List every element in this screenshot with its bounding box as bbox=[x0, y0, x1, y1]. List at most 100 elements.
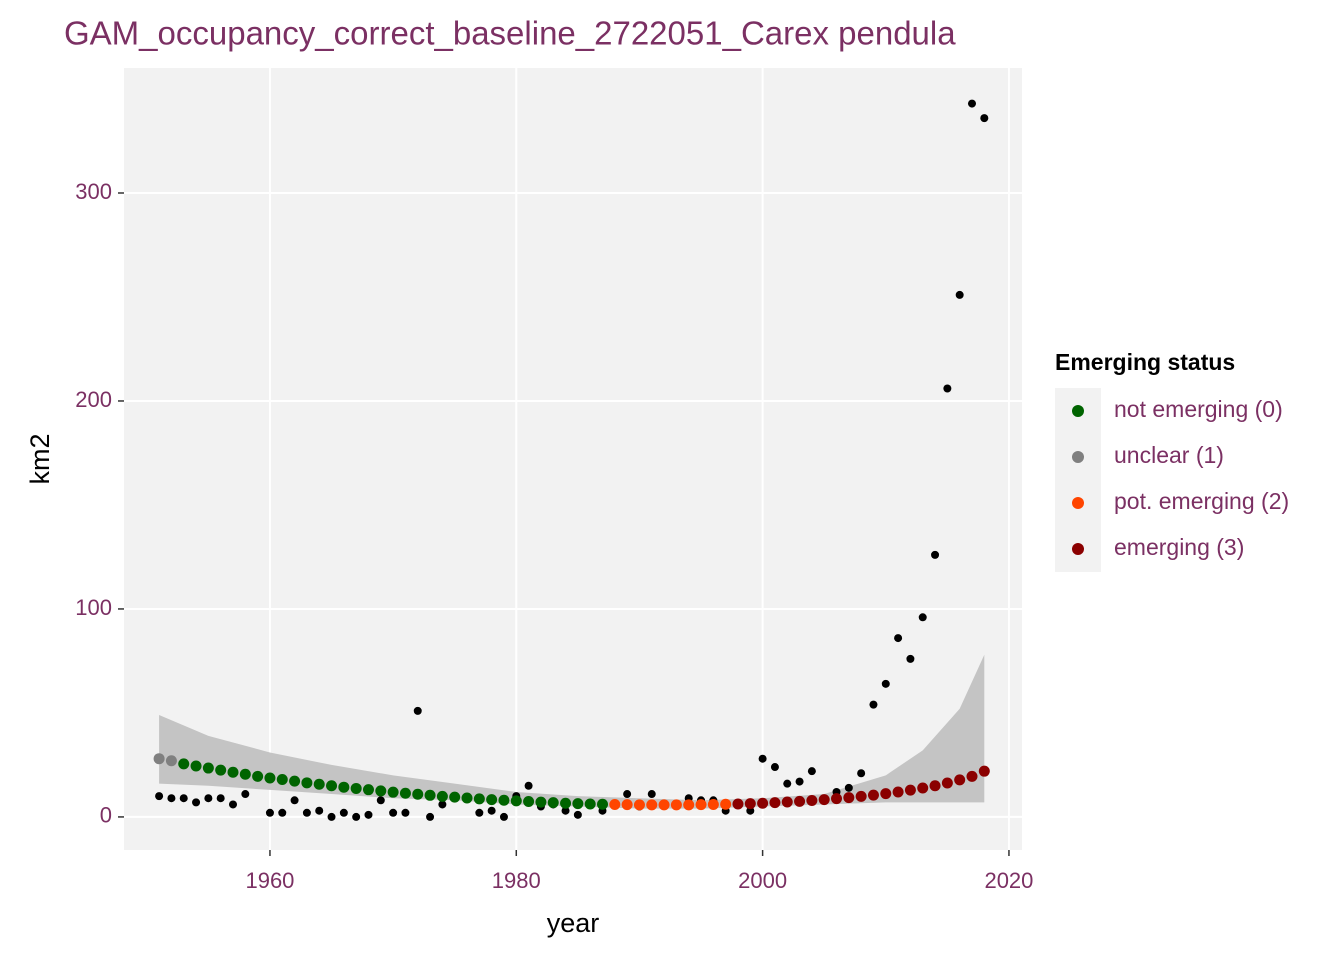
fitted-point bbox=[375, 785, 387, 797]
y-tick-label: 300 bbox=[75, 179, 112, 204]
x-tick-label: 2000 bbox=[738, 868, 787, 893]
fitted-point bbox=[818, 794, 830, 806]
fitted-point bbox=[744, 798, 756, 810]
fitted-point bbox=[165, 755, 177, 767]
fitted-point bbox=[178, 758, 190, 770]
fitted-point bbox=[609, 798, 621, 810]
legend-label: unclear (1) bbox=[1114, 442, 1224, 468]
observed-point bbox=[943, 384, 952, 393]
fitted-point bbox=[202, 762, 214, 774]
observed-point bbox=[192, 798, 201, 807]
observed-point bbox=[573, 810, 582, 819]
observed-point bbox=[770, 763, 779, 772]
fitted-point bbox=[954, 774, 966, 786]
observed-point bbox=[302, 808, 311, 817]
fitted-point bbox=[560, 797, 572, 809]
observed-point bbox=[487, 806, 496, 815]
observed-point bbox=[783, 779, 792, 788]
x-tick-label: 2020 bbox=[984, 868, 1033, 893]
observed-point bbox=[438, 800, 447, 809]
legend-key bbox=[1072, 543, 1084, 555]
fitted-point bbox=[362, 784, 374, 796]
observed-point bbox=[795, 777, 804, 786]
fitted-point bbox=[190, 760, 202, 772]
fitted-point bbox=[707, 798, 719, 810]
fitted-point bbox=[670, 799, 682, 811]
fitted-point bbox=[831, 793, 843, 805]
fitted-point bbox=[473, 793, 485, 805]
observed-point bbox=[167, 794, 176, 803]
fitted-point bbox=[153, 753, 165, 765]
fitted-point bbox=[350, 782, 362, 794]
fitted-point bbox=[794, 795, 806, 807]
fitted-point bbox=[338, 781, 350, 793]
observed-point bbox=[980, 114, 989, 123]
fitted-point bbox=[843, 792, 855, 804]
fitted-point bbox=[695, 799, 707, 811]
observed-point bbox=[955, 290, 964, 299]
observed-point bbox=[278, 808, 287, 817]
fitted-point bbox=[806, 795, 818, 807]
fitted-point bbox=[978, 765, 990, 777]
fitted-point bbox=[855, 790, 867, 802]
observed-point bbox=[857, 769, 866, 778]
fitted-point bbox=[646, 799, 658, 811]
observed-point bbox=[647, 790, 656, 799]
fitted-point bbox=[326, 780, 338, 792]
legend-title: Emerging status bbox=[1055, 349, 1235, 375]
observed-point bbox=[807, 767, 816, 776]
fitted-point bbox=[757, 797, 769, 809]
fitted-point bbox=[732, 798, 744, 810]
legend-key bbox=[1072, 451, 1084, 463]
fitted-point bbox=[584, 798, 596, 810]
fitted-point bbox=[510, 795, 522, 807]
fitted-point bbox=[633, 799, 645, 811]
fitted-point bbox=[227, 766, 239, 778]
fitted-point bbox=[264, 772, 276, 784]
panel bbox=[124, 68, 1022, 850]
observed-point bbox=[869, 700, 878, 709]
fitted-point bbox=[387, 786, 399, 798]
fitted-point bbox=[867, 789, 879, 801]
fitted-point bbox=[486, 794, 498, 806]
observed-point bbox=[376, 796, 385, 805]
legend-label: pot. emerging (2) bbox=[1114, 488, 1289, 514]
y-axis-title: km2 bbox=[25, 433, 55, 484]
fitted-point bbox=[215, 764, 227, 776]
observed-point bbox=[315, 806, 324, 815]
y-tick-label: 0 bbox=[100, 803, 112, 828]
observed-point bbox=[623, 790, 632, 799]
legend-label: not emerging (0) bbox=[1114, 396, 1283, 422]
fitted-point bbox=[547, 797, 559, 809]
observed-point bbox=[327, 812, 336, 821]
y-tick-label: 100 bbox=[75, 595, 112, 620]
fitted-point bbox=[424, 789, 436, 801]
legend-key-background bbox=[1055, 388, 1101, 572]
observed-point bbox=[216, 794, 225, 803]
fitted-point bbox=[399, 787, 411, 799]
fitted-point bbox=[904, 784, 916, 796]
observed-point bbox=[364, 810, 373, 819]
observed-point bbox=[894, 634, 903, 643]
fitted-point bbox=[596, 798, 608, 810]
fitted-point bbox=[449, 791, 461, 803]
chart-title: GAM_occupancy_correct_baseline_2722051_C… bbox=[64, 15, 956, 52]
fitted-point bbox=[498, 794, 510, 806]
fitted-point bbox=[621, 799, 633, 811]
fitted-point bbox=[880, 788, 892, 800]
fitted-point bbox=[929, 780, 941, 792]
legend-key bbox=[1072, 405, 1084, 417]
observed-point bbox=[179, 794, 188, 803]
fitted-point bbox=[252, 770, 264, 782]
observed-point bbox=[524, 781, 533, 790]
fitted-point bbox=[917, 782, 929, 794]
observed-point bbox=[241, 790, 250, 799]
observed-point bbox=[290, 796, 299, 805]
observed-point bbox=[401, 808, 410, 817]
x-tick-label: 1980 bbox=[492, 868, 541, 893]
observed-point bbox=[204, 794, 213, 803]
fitted-point bbox=[720, 798, 732, 810]
observed-point bbox=[881, 679, 890, 688]
fitted-point bbox=[289, 775, 301, 787]
y-tick-label: 200 bbox=[75, 387, 112, 412]
